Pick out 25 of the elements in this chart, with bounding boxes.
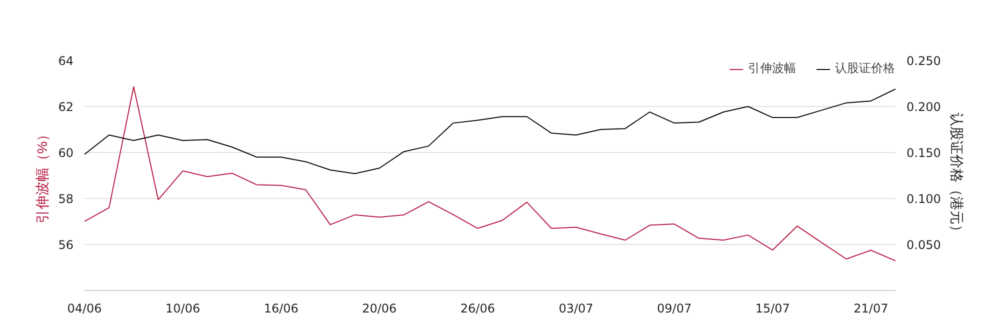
x-tick-label: 20/06	[362, 302, 397, 316]
y-tick-label: 64	[58, 54, 74, 68]
y-tick-label: 62	[58, 100, 74, 114]
x-tick-label: 21/07	[854, 302, 888, 316]
x-tick-label: 15/07	[755, 302, 790, 316]
y2-axis-title: 认股证价格（港元）	[948, 112, 965, 238]
y2-tick-label: 0.150	[906, 146, 941, 160]
x-tick-label: 16/06	[264, 302, 298, 316]
y-tick-label: 60	[58, 146, 74, 160]
y2-tick-label: 0.200	[906, 100, 941, 114]
legend-label: 引伸波幅	[748, 60, 796, 77]
line-series	[84, 86, 896, 262]
x-tick-label: 10/06	[166, 302, 200, 316]
y2-tick-label: 0.050	[906, 238, 941, 252]
line-series	[84, 88, 896, 174]
y2-tick-label: 0.100	[906, 192, 941, 206]
x-tick-label: 04/06	[67, 302, 102, 316]
y2-tick-label: 0.250	[906, 54, 941, 68]
x-tick-label: 03/07	[558, 302, 594, 316]
x-tick-label: 09/07	[657, 302, 692, 316]
x-tick-label: 26/06	[460, 302, 496, 316]
legend-label: 认股证价格	[835, 60, 895, 77]
y-axis-title: 引伸波幅（%）	[34, 127, 50, 224]
y-tick-label: 56	[58, 238, 74, 252]
y-tick-label: 58	[58, 192, 74, 206]
